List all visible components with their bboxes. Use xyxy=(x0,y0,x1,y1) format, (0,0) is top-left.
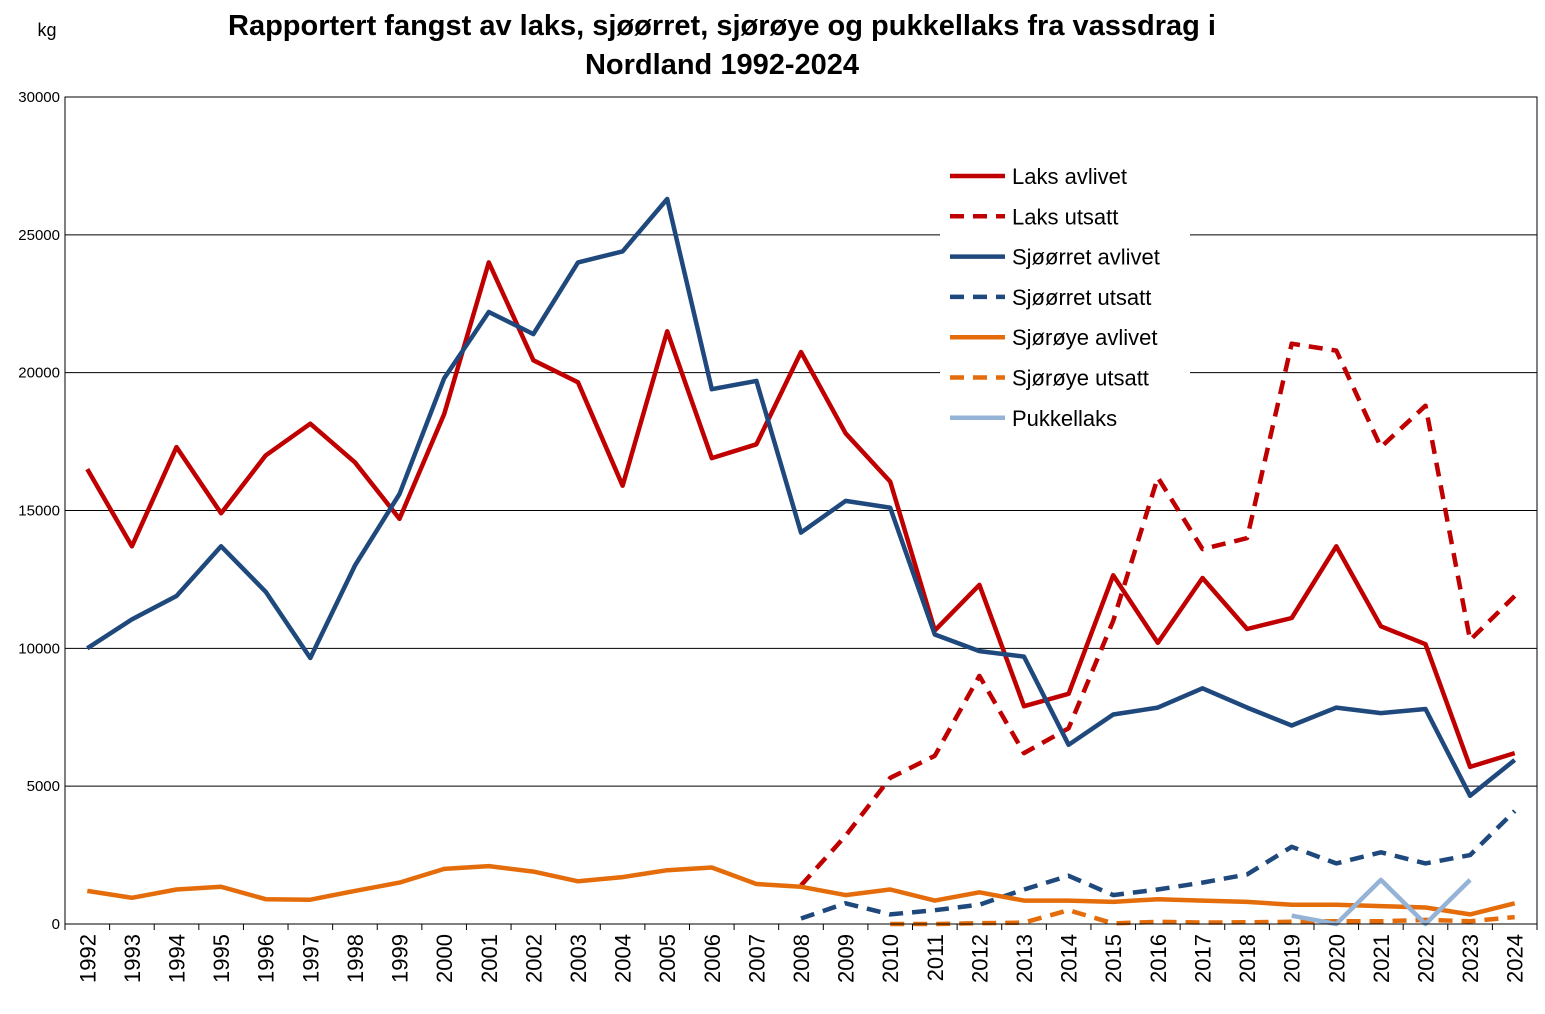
x-tick-label: 2017 xyxy=(1190,934,1215,983)
y-axis-ticks: 0 5000 10000 15000 20000 25000 30000 xyxy=(18,89,60,933)
x-tick-label: 1997 xyxy=(298,934,323,983)
chart-title-line-2: Nordland 1992-2024 xyxy=(585,49,859,81)
x-tick-label: 2001 xyxy=(477,934,502,983)
x-tick-label: 1999 xyxy=(388,934,413,983)
legend-label: Pukkellaks xyxy=(1012,406,1117,431)
x-tick-label: 2014 xyxy=(1057,934,1082,983)
series-lines xyxy=(85,196,1517,927)
legend-label: Laks avlivet xyxy=(1012,164,1127,189)
y-tick-label: 20000 xyxy=(18,365,60,382)
x-tick-label: 2004 xyxy=(611,934,636,983)
x-tick-label: 1996 xyxy=(254,934,279,983)
x-tick-label: 2005 xyxy=(655,934,680,983)
x-tick-label: 1998 xyxy=(343,934,368,983)
x-axis-ticks: 1992 1993 1994 1995 1996 1997 1998 1999 2000 2001… xyxy=(64,924,1538,983)
legend-label: Sjørøye avlivet xyxy=(1012,325,1157,350)
x-tick-label: 2000 xyxy=(432,934,457,983)
x-tick-label: 2010 xyxy=(878,934,903,983)
x-tick-label: 2012 xyxy=(967,934,992,983)
series-line-sj-rret-avlivet xyxy=(86,196,1517,799)
y-axis-unit-label: kg xyxy=(37,20,56,40)
x-tick-label: 1995 xyxy=(209,934,234,983)
x-tick-label: 2003 xyxy=(566,934,591,983)
x-tick-label: 2009 xyxy=(834,934,859,983)
y-tick-label: 5000 xyxy=(27,778,60,795)
x-tick-label: 2021 xyxy=(1369,934,1394,983)
x-tick-label: 1992 xyxy=(75,934,100,983)
series-line-pukkellaks xyxy=(1291,877,1472,927)
x-tick-label: 1993 xyxy=(120,934,145,983)
series-line-laks-avlivet xyxy=(85,260,1516,770)
x-tick-label: 2002 xyxy=(521,934,546,983)
x-tick-label: 2022 xyxy=(1413,934,1438,983)
y-tick-label: 25000 xyxy=(18,227,60,244)
series-line-sj-r-ye-utsatt xyxy=(890,907,1515,927)
x-tick-label: 2008 xyxy=(789,934,814,983)
x-tick-label: 2011 xyxy=(923,934,948,981)
x-tick-label: 2007 xyxy=(744,934,769,983)
y-tick-label: 30000 xyxy=(18,89,60,106)
y-tick-label: 0 xyxy=(52,916,60,933)
chart-title-line-1: Rapportert fangst av laks, sjøørret, sjø… xyxy=(228,10,1216,42)
series-line-sj-rret-utsatt xyxy=(800,809,1517,921)
legend-label: Sjørøye utsatt xyxy=(1012,366,1149,391)
x-tick-label: 1994 xyxy=(165,934,190,983)
x-tick-label: 2020 xyxy=(1324,934,1349,983)
x-tick-label: 2006 xyxy=(700,934,725,983)
x-tick-label: 2023 xyxy=(1458,934,1483,983)
y-tick-label: 10000 xyxy=(18,640,60,657)
legend-label: Sjøørret avlivet xyxy=(1012,245,1160,270)
x-tick-label: 2015 xyxy=(1101,934,1126,983)
y-tick-label: 15000 xyxy=(18,503,60,520)
x-tick-label: 2019 xyxy=(1280,934,1305,983)
x-tick-label: 2016 xyxy=(1146,934,1171,983)
plot-area-frame xyxy=(64,96,1538,925)
x-tick-label: 2024 xyxy=(1503,934,1528,983)
legend-label: Sjøørret utsatt xyxy=(1012,285,1151,310)
x-tick-label: 2013 xyxy=(1012,934,1037,983)
x-tick-label: 2018 xyxy=(1235,934,1260,983)
series-line-laks-utsatt xyxy=(799,341,1517,887)
legend-label: Laks utsatt xyxy=(1012,204,1118,229)
gridlines xyxy=(65,234,1537,787)
legend: Laks avlivet Laks utsatt Sjøørret avlivet S… xyxy=(940,155,1190,437)
series-line-sj-r-ye-avlivet xyxy=(86,863,1516,917)
